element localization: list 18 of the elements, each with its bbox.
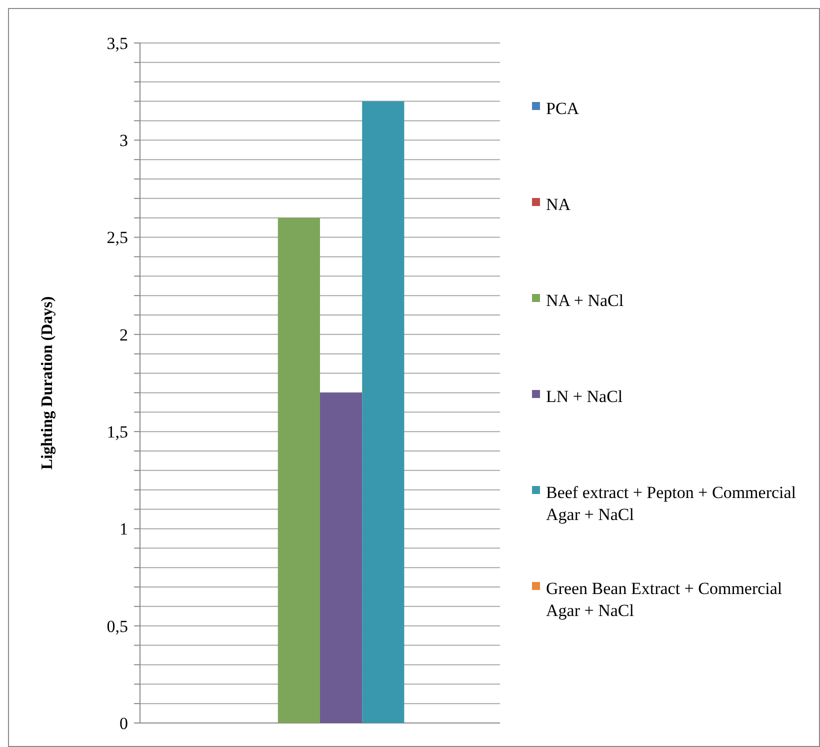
legend-label: LN + NaCl xyxy=(546,386,623,406)
y-tick-label: 1,5 xyxy=(106,422,128,442)
legend-label: NA xyxy=(546,194,572,214)
y-tick-label: 0,5 xyxy=(106,616,128,636)
bar xyxy=(278,218,320,723)
y-axis-title: Lighting Duration (Days) xyxy=(39,296,56,470)
bar xyxy=(320,392,362,723)
y-tick-label: 0 xyxy=(120,714,128,733)
y-tick-label: 2 xyxy=(120,325,128,344)
bar xyxy=(362,101,404,723)
y-tick-label: 3 xyxy=(120,131,128,150)
y-tick-label: 3,5 xyxy=(106,34,128,53)
y-tick-label: 2,5 xyxy=(106,228,128,248)
legend-label: PCA xyxy=(546,98,580,118)
legend-label: NA + NaCl xyxy=(546,290,624,310)
legend-label: Green Bean Extract + Commercial Agar + NaCl xyxy=(546,578,782,620)
legend-label: Beef extract + Pepton + Commercial Agar + NaCl xyxy=(546,482,796,524)
y-tick-label: 1 xyxy=(120,520,128,539)
